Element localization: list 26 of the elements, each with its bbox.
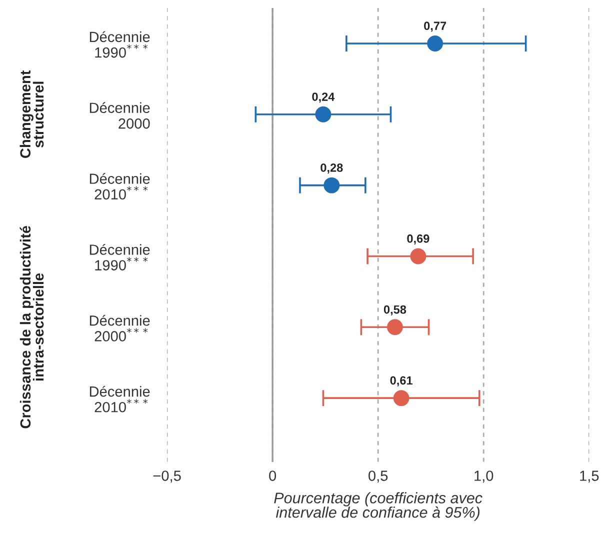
point (393, 390, 410, 406)
x-tick-label: 0,5 (368, 470, 388, 483)
data-label: 0,77 (424, 22, 446, 32)
x-tick-label: −0,5 (153, 470, 181, 483)
point (410, 248, 426, 264)
y-tick-label: Décennie 2010$^{***}$ (90, 386, 150, 412)
y-tick-label: Décennie 2000 (90, 102, 150, 129)
point (386, 319, 403, 336)
y-tick-label: Décennie 1990$^{***}$ (90, 244, 150, 270)
data-label: 0,24 (312, 92, 335, 103)
data-label: 0,58 (384, 305, 406, 316)
point (427, 35, 444, 52)
y-tick-label: Décennie 2000$^{***}$ (90, 314, 150, 342)
data-label: 0,61 (390, 376, 412, 386)
text: Changement structurel (20, 70, 44, 158)
point (315, 106, 332, 122)
x-tick-label: 1,0 (474, 470, 494, 483)
x-tick-label: 0 (269, 470, 276, 481)
y-tick-label: Décennie 2010$^{***}$ (90, 173, 150, 200)
text: Croissance de la productivité intra-sectorielle (20, 226, 44, 428)
x-axis-title: Pourcentage (coefficients avec intervalle de confiance à 95%) (274, 492, 482, 521)
data-label: 0,69 (407, 234, 430, 245)
y-tick-label: Décennie 1990$^{***}$ (90, 31, 150, 58)
point (324, 177, 340, 194)
x-tick-label: 1,5 (580, 470, 599, 483)
data-label: 0,28 (320, 164, 343, 174)
